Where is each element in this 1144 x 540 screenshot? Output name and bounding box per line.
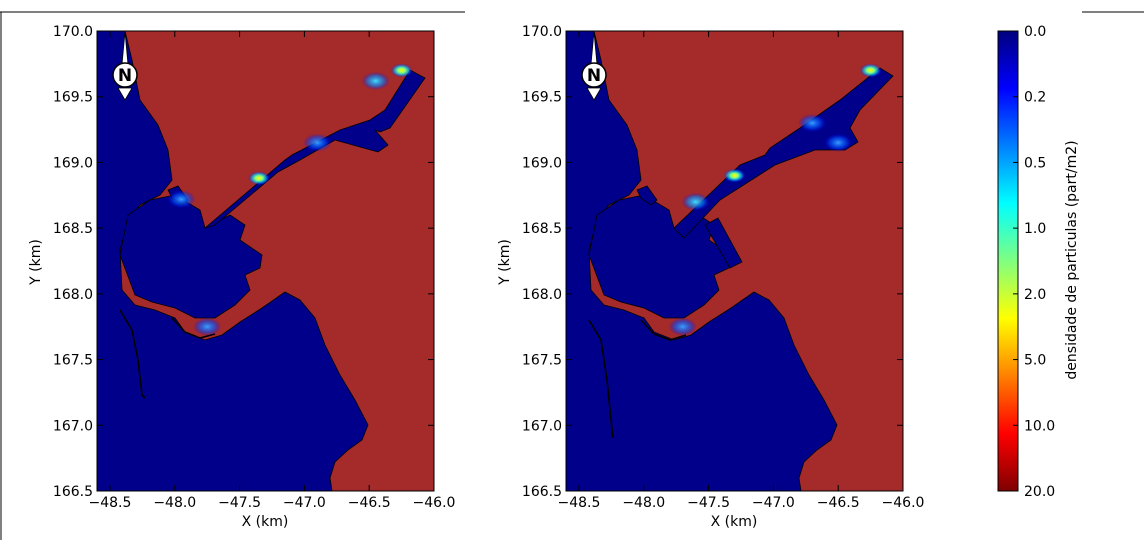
colorbar-title: densidade de particulas (part/m2) [1064,140,1080,379]
colorbar-ticks: 0.0 0.2 0.5 1.0 2.0 5.0 10.0 20.0 [1013,24,1055,500]
pier-curve [171,317,216,339]
compass-label: N [587,66,601,86]
density-hotspot [167,190,196,209]
hotspots-left [167,63,413,336]
y-tick-label: 169.5 [522,90,562,106]
density-hotspot [798,114,827,132]
x-tick-label: −48.0 [153,495,196,511]
density-hotspot [859,63,882,78]
y-tick-label: 168.5 [522,221,562,237]
y-tick-label: 166.5 [522,484,562,500]
x-tick-label: −48.5 [558,495,601,511]
y-tick-label: 169.5 [53,90,93,106]
density-hotspot [303,133,332,152]
colorbar-tick-label: 0.0 [1024,24,1046,40]
colorbar-tick-label: 5.0 [1024,353,1046,369]
compass-north-icon: N [112,31,138,101]
density-hotspot [824,133,853,152]
density-hotspot [668,317,697,336]
colorbar-tick-label: 1.0 [1024,221,1046,237]
y-tick-label: 168.0 [522,287,562,303]
pier-curve [640,319,687,341]
axes-left: −48.5 −48.0 −47.5 −47.0 −46.5 −46.0 166.5 167.0… [53,24,456,511]
density-hotspot [681,192,710,211]
colorbar-tick-label: 0.2 [1024,90,1046,106]
y-tick-label: 167.0 [522,418,562,434]
y-tick-label: 167.5 [522,353,562,369]
colorbar: 0.0 0.2 0.5 1.0 2.0 5.0 10.0 20.0 densidade de … [997,24,1080,500]
x-tick-label: −47.5 [687,495,730,511]
density-hotspot [248,171,271,186]
density-hotspot [193,317,222,336]
x-tick-label: −46.5 [348,495,391,511]
y-tick-label: 167.0 [53,418,93,434]
density-hotspot [390,63,413,78]
colorbar-bar [997,30,1019,492]
plot-border [96,30,435,492]
left-map-panel: N −48.5 −48.0 −47.5 −47.0 −46.5 −46.0 166.5 167… [28,24,455,530]
channel [673,67,894,239]
right-map-panel: N −48.5 −48.0 −47.5 −47.0 −46.5 −46.0 166.5 167… [497,24,924,530]
x-axis-title-left: X (km) [242,514,289,530]
density-hotspot [361,71,390,90]
y-tick-label: 169.0 [522,155,562,171]
x-tick-label: −46.0 [882,495,925,511]
water-body [96,30,369,492]
x-tick-label: −47.0 [283,495,326,511]
x-tick-label: −48.0 [622,495,665,511]
y-tick-label: 166.5 [53,484,93,500]
y-tick-label: 168.5 [53,221,93,237]
inlet [636,185,658,206]
colorbar-tick-label: 20.0 [1024,484,1055,500]
water-body [565,30,838,492]
y-tick-label: 170.0 [53,24,93,40]
y-tick-label: 167.5 [53,353,93,369]
compass-north-icon: N [581,31,607,101]
x-tick-label: −46.0 [413,495,456,511]
breakwater [588,319,614,439]
compass-label: N [118,66,132,86]
hotspots-right [668,63,882,336]
x-axis-title-right: X (km) [711,514,758,530]
y-axis-title-right: Y (km) [497,239,513,286]
jetty [704,217,743,269]
colorbar-tick-label: 10.0 [1024,418,1055,434]
plot-border [565,30,904,492]
y-axis-title-left: Y (km) [28,239,44,286]
axes-right: −48.5 −48.0 −47.5 −47.0 −46.5 −46.0 166.5 167.0… [522,24,925,511]
density-hotspot [723,168,746,183]
x-tick-label: −48.5 [89,495,132,511]
x-tick-label: −47.0 [752,495,795,511]
breakwater [119,309,146,399]
x-tick-label: −46.5 [817,495,860,511]
colorbar-tick-label: 2.0 [1024,287,1046,303]
y-tick-label: 170.0 [522,24,562,40]
x-tick-label: −47.5 [218,495,261,511]
y-tick-label: 169.0 [53,155,93,171]
colorbar-tick-label: 0.5 [1024,155,1046,171]
y-tick-label: 168.0 [53,287,93,303]
